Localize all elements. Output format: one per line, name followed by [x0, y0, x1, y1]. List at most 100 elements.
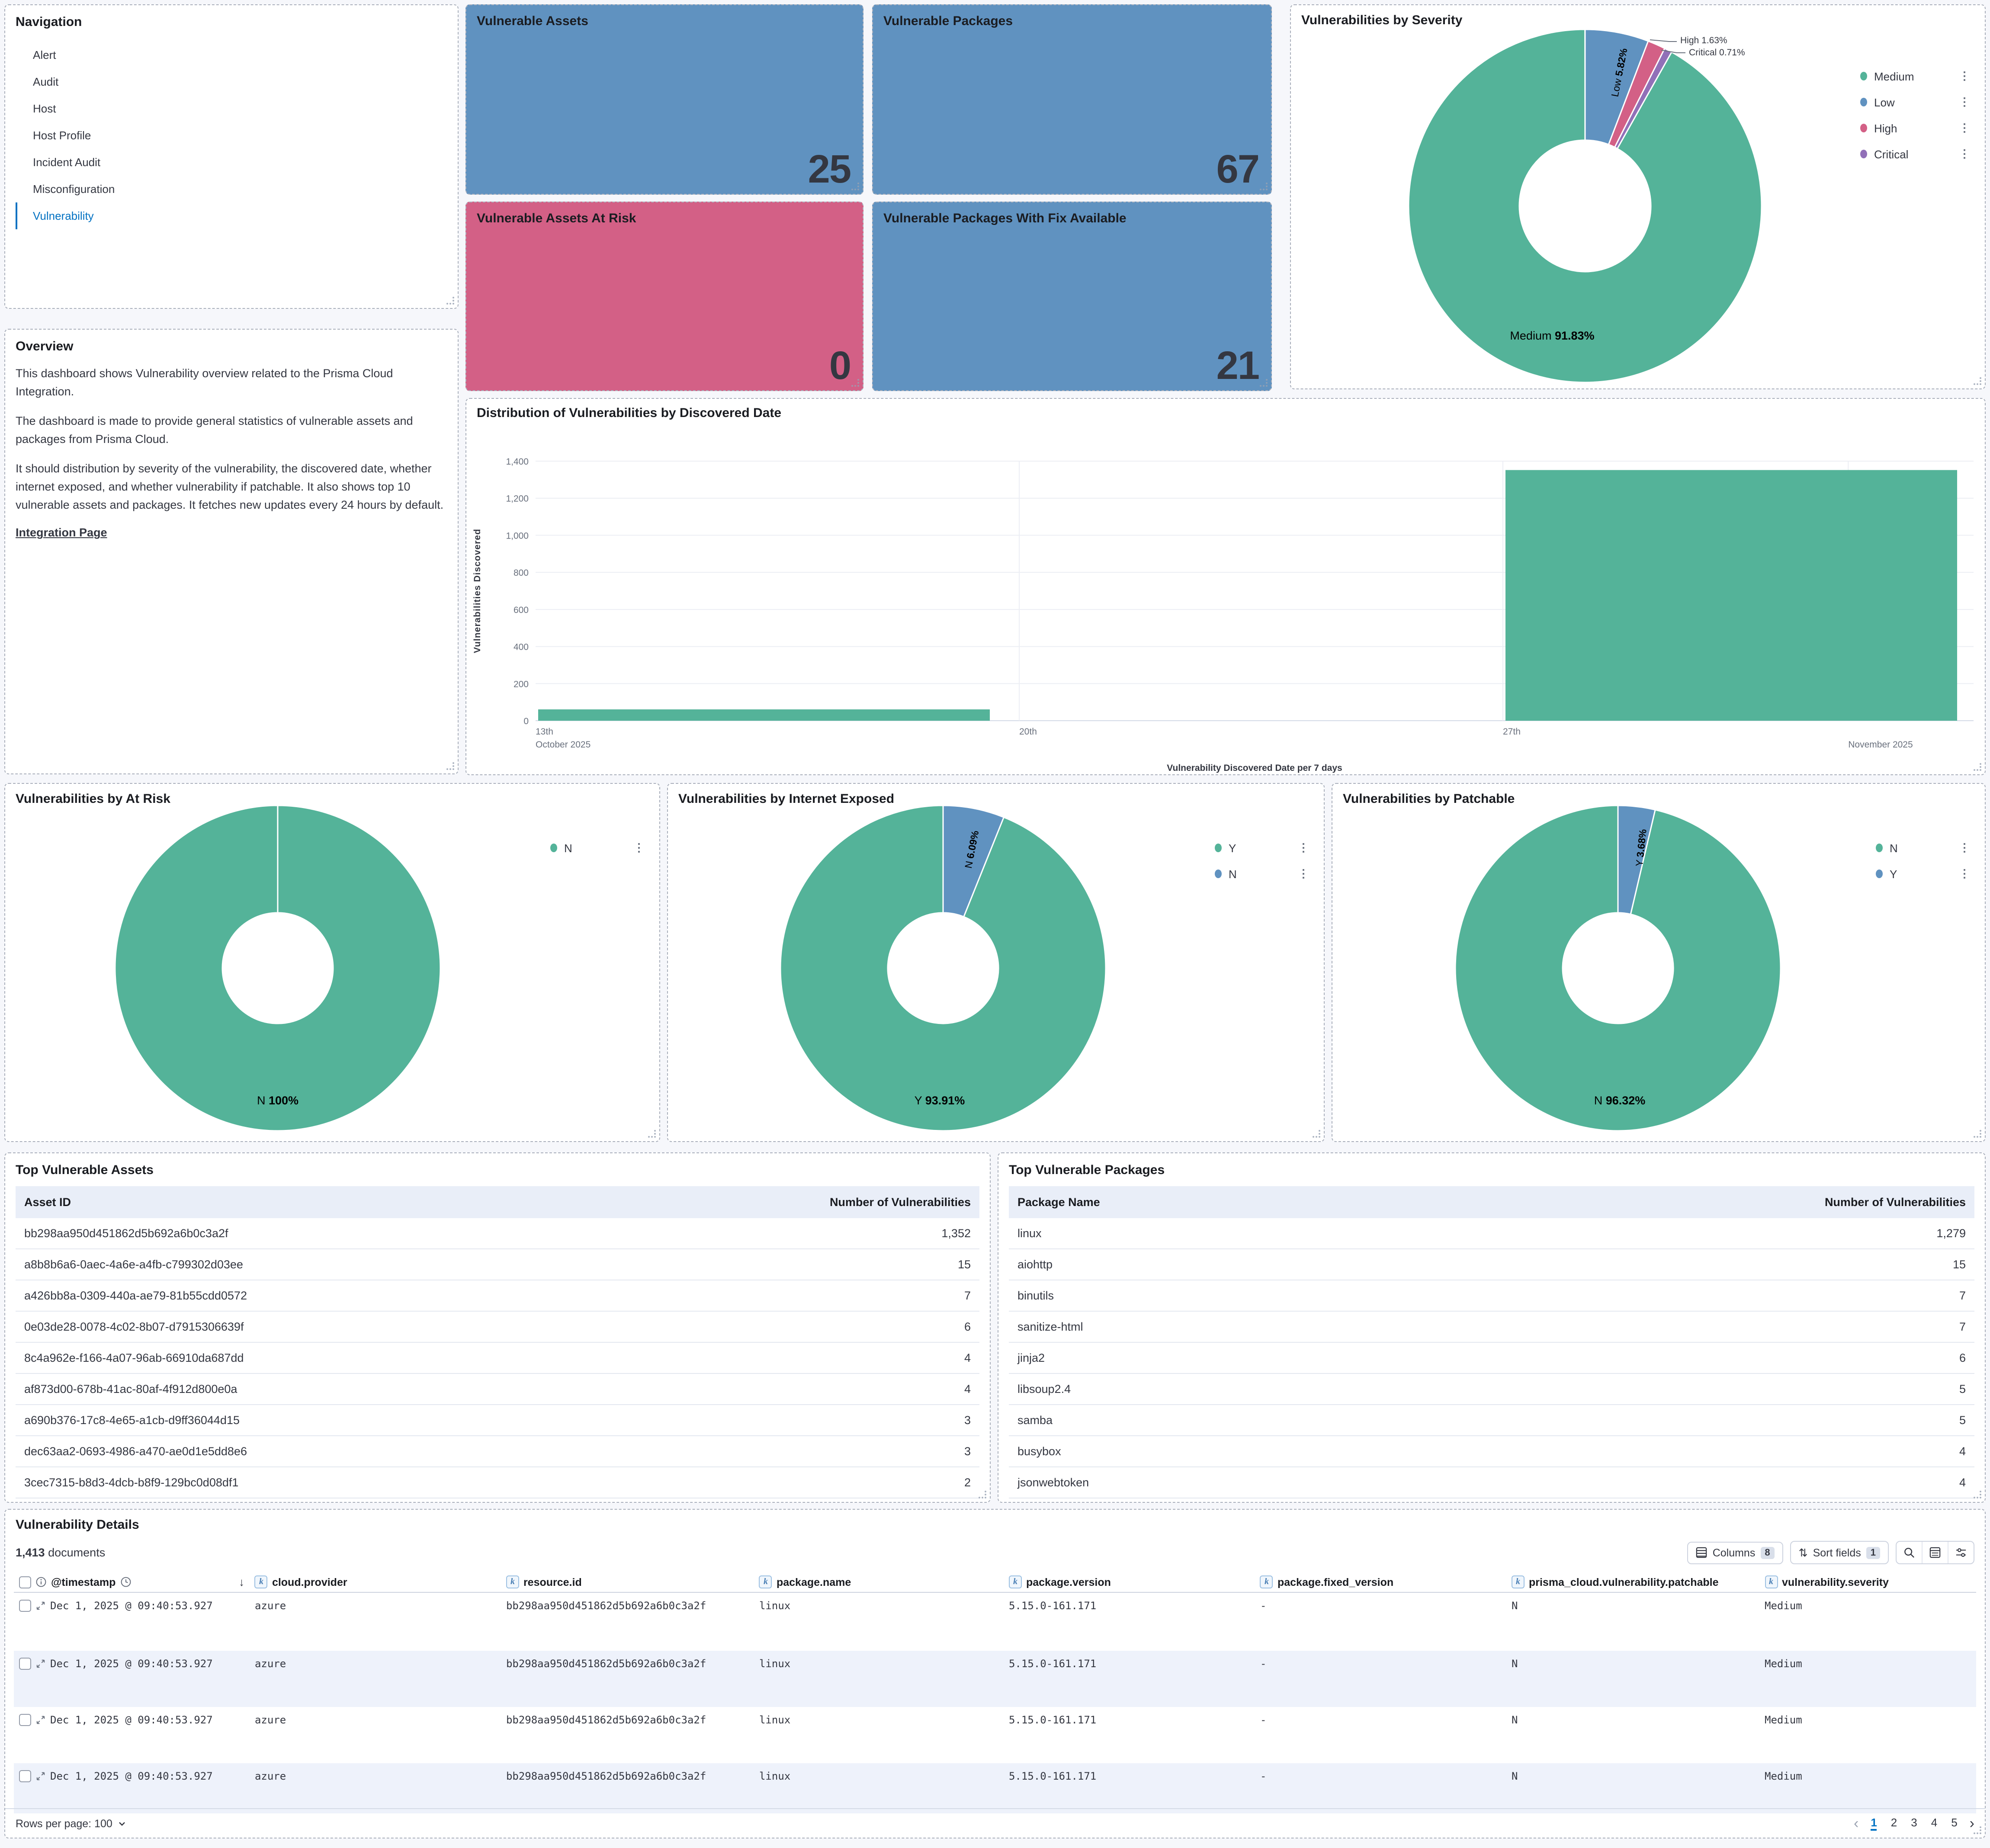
resize-handle-icon[interactable] — [1259, 378, 1268, 388]
columns-button[interactable]: Columns 8 — [1687, 1541, 1783, 1564]
resize-handle-icon[interactable] — [446, 296, 455, 305]
bar-2025-10-27[interactable] — [1505, 470, 1957, 721]
pie-slice-y[interactable] — [780, 805, 1107, 1132]
table-col-header[interactable]: Number of Vulnerabilities — [1382, 1186, 1974, 1218]
legend-item-y[interactable]: Y ⋮ — [1215, 841, 1310, 855]
table-row: binutils 7 — [1009, 1280, 1974, 1312]
legend-menu-icon[interactable]: ⋮ — [1959, 841, 1971, 854]
pie-slice-n[interactable] — [114, 805, 441, 1132]
grid-header-cloud.provider[interactable]: k cloud.provider — [249, 1572, 501, 1593]
rows-per-page[interactable]: Rows per page: 100 — [16, 1817, 112, 1829]
svg-text:27th: 27th — [1503, 727, 1521, 737]
sort-fields-button[interactable]: ⇅ Sort fields 1 — [1790, 1541, 1889, 1564]
top-vulnerable-packages-table: Package Name Number of Vulnerabilities lin… — [1009, 1186, 1974, 1498]
row-checkbox[interactable] — [19, 1657, 31, 1669]
keyword-field-icon: k — [1511, 1575, 1525, 1588]
chart-legend: N ⋮ Y ⋮ — [1876, 841, 1971, 881]
row-checkbox[interactable] — [19, 1600, 31, 1612]
page-4[interactable]: 4 — [1931, 1816, 1938, 1829]
legend-menu-icon[interactable]: ⋮ — [1959, 121, 1971, 134]
info-icon[interactable] — [35, 1576, 47, 1588]
chart-legend: Medium ⋮ Low ⋮ High ⋮ Critical ⋮ — [1860, 69, 1971, 161]
legend-dot — [1876, 844, 1883, 852]
row-checkbox[interactable] — [19, 1713, 31, 1726]
resize-handle-icon[interactable] — [1973, 1129, 1982, 1139]
prev-page-icon[interactable]: ‹ — [1853, 1815, 1859, 1832]
navigation-list: Alert Audit Host Host Profile Incident Audit… — [16, 42, 447, 229]
grid-header-package.version[interactable]: k package.version — [1003, 1572, 1255, 1593]
resize-handle-icon[interactable] — [851, 378, 860, 388]
resize-handle-icon[interactable] — [978, 1490, 987, 1499]
integration-page-link[interactable]: Integration Page — [16, 526, 107, 539]
legend-menu-icon[interactable]: ⋮ — [1959, 147, 1971, 160]
expand-icon[interactable] — [35, 1771, 46, 1781]
row-checkbox[interactable] — [19, 1770, 31, 1782]
sidebar-item-vulnerability[interactable]: Vulnerability — [16, 202, 447, 229]
resize-handle-icon[interactable] — [1259, 182, 1268, 191]
table-row: busybox 4 — [1009, 1436, 1974, 1467]
sidebar-item-audit[interactable]: Audit — [33, 75, 59, 88]
svg-text:13th: 13th — [536, 727, 553, 737]
svg-text:Vulnerability Discovered Date: Vulnerability Discovered Date per 7 days — [1167, 763, 1342, 773]
legend-menu-icon[interactable]: ⋮ — [1959, 867, 1971, 880]
legend-item-medium[interactable]: Medium ⋮ — [1860, 69, 1971, 83]
resize-handle-icon[interactable] — [446, 761, 455, 771]
grid-header-resource.id[interactable]: k resource.id — [501, 1572, 754, 1593]
callout-lines — [1650, 39, 1685, 53]
legend-item-high[interactable]: High ⋮ — [1860, 121, 1971, 135]
page-1[interactable]: 1 — [1871, 1816, 1877, 1831]
sidebar-item-misconfiguration[interactable]: Misconfiguration — [33, 183, 115, 196]
severity-donut-chart — [1408, 29, 1762, 383]
grid-header-timestamp[interactable]: @timestamp ↓ — [14, 1572, 250, 1593]
next-page-icon[interactable]: › — [1969, 1815, 1974, 1832]
expand-icon[interactable] — [35, 1601, 46, 1611]
display-options-button[interactable] — [1922, 1542, 1948, 1563]
sidebar-item-incident-audit[interactable]: Incident Audit — [33, 156, 101, 169]
table-col-header[interactable]: Package Name — [1009, 1186, 1382, 1218]
resize-handle-icon[interactable] — [1973, 1490, 1982, 1499]
legend-item-low[interactable]: Low ⋮ — [1860, 95, 1971, 109]
legend-menu-icon[interactable]: ⋮ — [1959, 95, 1971, 108]
pie-slice-medium[interactable] — [1408, 29, 1762, 383]
internet-exposed-donut-chart — [780, 805, 1107, 1132]
grid-header-package.fixed_version[interactable]: k package.fixed_version — [1255, 1572, 1506, 1593]
resize-handle-icon[interactable] — [851, 182, 860, 191]
legend-item-critical[interactable]: Critical ⋮ — [1860, 147, 1971, 161]
resize-handle-icon[interactable] — [1973, 762, 1982, 772]
expand-icon[interactable] — [35, 1658, 46, 1668]
bar-2025-10-13[interactable] — [538, 709, 990, 721]
grid-header-vulnerability.severity[interactable]: k vulnerability.severity — [1759, 1572, 1976, 1593]
legend-menu-icon[interactable]: ⋮ — [633, 841, 645, 854]
search-button[interactable] — [1897, 1542, 1922, 1563]
expand-icon[interactable] — [35, 1714, 46, 1725]
sidebar-item-host[interactable]: Host — [33, 102, 56, 115]
fullscreen-settings-button[interactable] — [1948, 1542, 1974, 1563]
legend-item-n[interactable]: N ⋮ — [1876, 841, 1971, 855]
sidebar-item-alert[interactable]: Alert — [33, 48, 56, 61]
legend-menu-icon[interactable]: ⋮ — [1959, 69, 1971, 82]
sidebar-item-host-profile[interactable]: Host Profile — [33, 129, 91, 142]
table-col-header[interactable]: Asset ID — [16, 1186, 597, 1218]
table-cell: binutils — [1009, 1280, 1382, 1312]
select-all-checkbox[interactable] — [19, 1576, 31, 1588]
grid-header-package.name[interactable]: k package.name — [754, 1572, 1004, 1593]
resize-handle-icon[interactable] — [1973, 1826, 1982, 1835]
grid-header-prisma_cloud.vulnerability.patchable[interactable]: k prisma_cloud.vulnerability.patchable — [1506, 1572, 1759, 1593]
resize-handle-icon[interactable] — [647, 1129, 657, 1139]
resize-handle-icon[interactable] — [1312, 1129, 1321, 1139]
legend-menu-icon[interactable]: ⋮ — [1298, 867, 1310, 880]
table-col-header[interactable]: Number of Vulnerabilities — [596, 1186, 979, 1218]
top-vulnerable-assets-table: Asset ID Number of Vulnerabilities bb298aa… — [16, 1186, 979, 1498]
legend-item-n[interactable]: N ⋮ — [1215, 867, 1310, 881]
page-2[interactable]: 2 — [1890, 1816, 1897, 1829]
page-3[interactable]: 3 — [1911, 1816, 1917, 1829]
legend-menu-icon[interactable]: ⋮ — [1298, 841, 1310, 854]
clock-icon — [121, 1577, 131, 1587]
resize-handle-icon[interactable] — [1973, 376, 1982, 386]
legend-item-n[interactable]: N ⋮ — [550, 841, 645, 855]
legend-item-y[interactable]: Y ⋮ — [1876, 867, 1971, 881]
table-row: 0e03de28-0078-4c02-8b07-d7915306639f 6 — [16, 1311, 979, 1343]
page-5[interactable]: 5 — [1951, 1816, 1958, 1829]
sort-desc-icon[interactable]: ↓ — [238, 1575, 244, 1588]
pie-slice-n[interactable] — [1454, 805, 1781, 1132]
